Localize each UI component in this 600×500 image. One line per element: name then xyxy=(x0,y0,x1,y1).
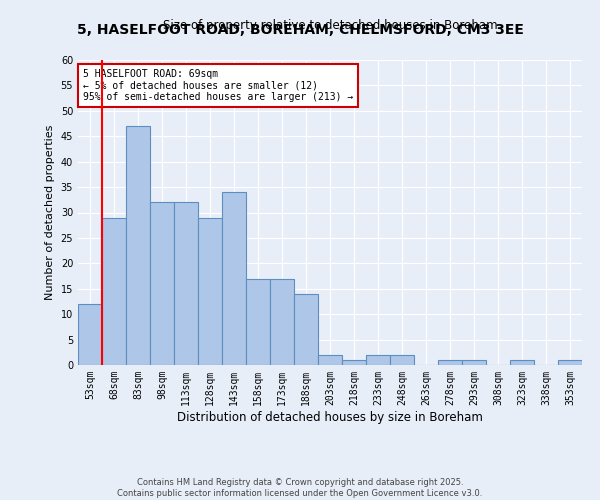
Bar xyxy=(438,360,462,365)
Bar xyxy=(462,360,486,365)
Bar xyxy=(318,355,342,365)
Bar xyxy=(558,360,582,365)
Bar xyxy=(78,304,102,365)
Text: Contains HM Land Registry data © Crown copyright and database right 2025.
Contai: Contains HM Land Registry data © Crown c… xyxy=(118,478,482,498)
Text: 5, HASELFOOT ROAD, BOREHAM, CHELMSFORD, CM3 3EE: 5, HASELFOOT ROAD, BOREHAM, CHELMSFORD, … xyxy=(77,22,523,36)
Bar xyxy=(270,278,294,365)
Bar xyxy=(102,218,126,365)
Bar xyxy=(366,355,390,365)
Y-axis label: Number of detached properties: Number of detached properties xyxy=(45,125,55,300)
Bar xyxy=(342,360,366,365)
Bar xyxy=(174,202,198,365)
Bar xyxy=(222,192,246,365)
Bar xyxy=(294,294,318,365)
Bar xyxy=(150,202,174,365)
Title: Size of property relative to detached houses in Boreham: Size of property relative to detached ho… xyxy=(163,20,497,32)
Bar xyxy=(198,218,222,365)
Bar xyxy=(246,278,270,365)
Bar xyxy=(390,355,414,365)
X-axis label: Distribution of detached houses by size in Boreham: Distribution of detached houses by size … xyxy=(177,410,483,424)
Bar xyxy=(510,360,534,365)
Text: 5 HASELFOOT ROAD: 69sqm
← 5% of detached houses are smaller (12)
95% of semi-det: 5 HASELFOOT ROAD: 69sqm ← 5% of detached… xyxy=(83,69,353,102)
Bar xyxy=(126,126,150,365)
